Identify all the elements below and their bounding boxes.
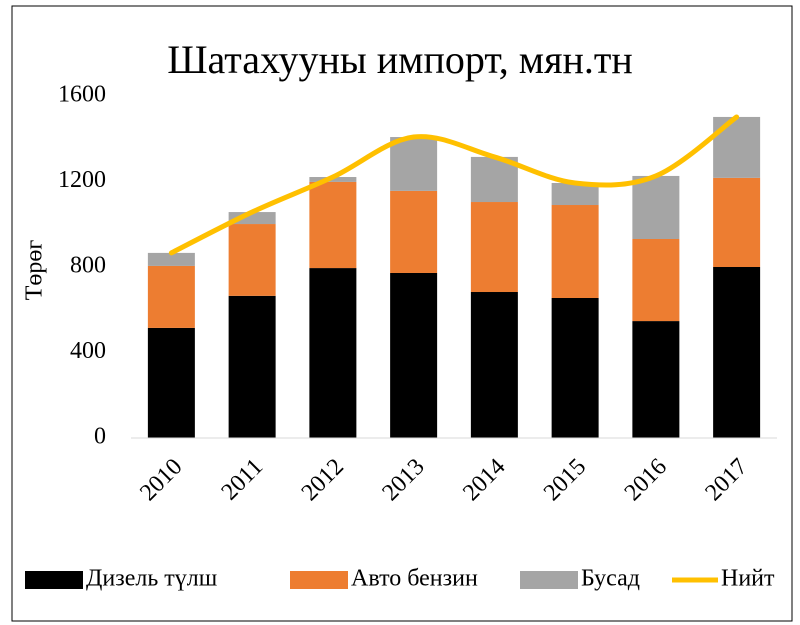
legend-label: Нийт [721, 566, 775, 592]
y-tick-label: 400 [70, 338, 106, 364]
bar-segment [713, 267, 761, 438]
y-axis-label: Төрөг [22, 240, 48, 301]
chart-title: Шатахууны импорт, мян.тн [167, 37, 633, 82]
bar-segment [470, 202, 518, 293]
bar-segment [147, 327, 195, 438]
legend-label: Дизель түлш [86, 566, 218, 592]
bar-segment [551, 297, 599, 438]
bar-segment [551, 205, 599, 298]
y-tick-label: 1600 [58, 82, 106, 108]
legend-swatch [520, 571, 578, 589]
legend-swatch [290, 571, 348, 589]
bar-segment [632, 321, 680, 438]
bar-segment [309, 268, 357, 438]
legend-label: Авто бензин [351, 566, 478, 592]
y-tick-label: 800 [70, 253, 106, 279]
bar-segment [551, 182, 599, 206]
bar-segment [147, 265, 195, 328]
bar-segment [390, 272, 438, 438]
bar-segment [390, 190, 438, 273]
bar-segment [228, 224, 276, 296]
bar-segment [713, 116, 761, 178]
legend-swatch [25, 571, 83, 589]
bar-segment [147, 252, 195, 266]
bar-segment [390, 137, 438, 191]
bar-segment [309, 181, 357, 269]
bar-segment [470, 292, 518, 438]
bar-segment [632, 238, 680, 322]
bar-segment [713, 177, 761, 267]
line [168, 114, 740, 256]
legend-label: Бусад [581, 566, 640, 592]
bar-segment [228, 212, 276, 225]
bar-segment [632, 175, 680, 239]
y-tick-label: 0 [94, 424, 106, 450]
bar-segment [228, 295, 276, 438]
y-tick-label: 1200 [58, 167, 106, 193]
